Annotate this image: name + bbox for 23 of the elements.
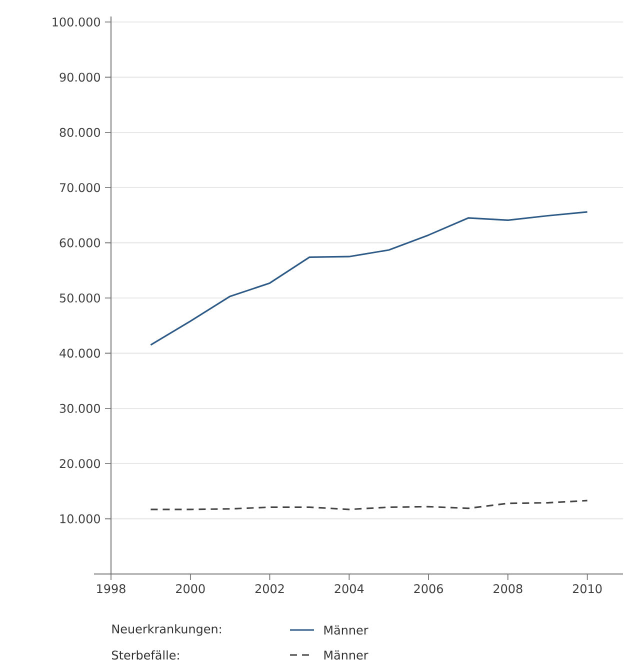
y-tick-label: 80.000: [60, 128, 100, 137]
y-tick-label: 100.000: [52, 17, 100, 27]
y-tick-label: 10.000: [60, 514, 100, 524]
x-tick-label: 2004: [334, 584, 364, 594]
y-tick-label: 20.000: [60, 459, 100, 468]
legend-label: Männer: [324, 625, 368, 635]
y-tick-label: 70.000: [60, 183, 100, 192]
y-tick-label: 50.000: [60, 293, 100, 303]
legend-label: Männer: [324, 650, 368, 660]
x-tick-label: 2010: [572, 584, 602, 594]
line-series: [150, 211, 588, 346]
y-tick-label: 30.000: [60, 404, 100, 413]
line-series: [150, 500, 588, 510]
y-tick-label: 90.000: [60, 72, 100, 82]
text: Sterbefälle:: [112, 650, 179, 660]
y-tick-label: 40.000: [60, 348, 100, 358]
x-tick-label: 1998: [97, 584, 126, 594]
x-tick-label: 2000: [176, 584, 205, 594]
x-tick-label: 2008: [494, 584, 522, 594]
x-tick-label: 2002: [255, 584, 284, 594]
y-tick-label: 60.000: [60, 238, 100, 248]
text: Neuerkrankungen:: [112, 624, 221, 636]
x-tick-label: 2006: [414, 584, 443, 594]
